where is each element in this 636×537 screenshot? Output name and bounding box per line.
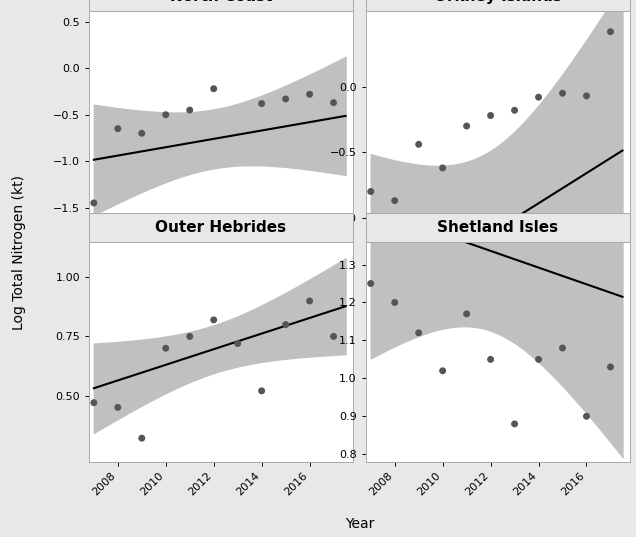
Point (438, 366, 448, 375)
Point (305, 90, 315, 99)
Point (161, 111, 171, 119)
Point (184, 106, 195, 114)
Text: Orkney Islands: Orkney Islands (434, 0, 562, 4)
Point (280, 95, 291, 103)
Point (209, 316, 219, 324)
Text: Shetland Isles: Shetland Isles (437, 220, 558, 235)
FancyBboxPatch shape (89, 0, 353, 11)
FancyBboxPatch shape (89, 213, 353, 242)
Text: Log Total Nitrogen (kt): Log Total Nitrogen (kt) (12, 175, 26, 330)
Point (509, 419, 520, 428)
Point (534, 93, 544, 101)
Point (256, 99, 266, 108)
Point (438, 164, 448, 172)
Point (233, 213, 243, 221)
Point (328, 332, 338, 340)
Point (605, 27, 616, 36)
Point (462, 122, 472, 130)
Point (209, 84, 219, 93)
Point (462, 309, 472, 318)
Point (161, 344, 171, 353)
Point (280, 320, 291, 329)
Text: Outer Hebrides: Outer Hebrides (155, 220, 286, 235)
Point (305, 296, 315, 305)
Point (366, 279, 376, 288)
Point (534, 355, 544, 364)
Point (413, 140, 424, 149)
Point (89, 398, 99, 407)
Point (366, 187, 376, 196)
Text: Year: Year (345, 517, 374, 531)
Point (581, 92, 591, 100)
Point (256, 387, 266, 395)
FancyBboxPatch shape (366, 0, 630, 11)
Point (557, 344, 567, 352)
Point (509, 106, 520, 114)
Point (184, 332, 195, 340)
Point (137, 129, 147, 137)
Point (328, 98, 338, 107)
Point (581, 412, 591, 420)
Point (137, 434, 147, 442)
Point (605, 362, 616, 371)
Point (89, 199, 99, 207)
FancyBboxPatch shape (366, 213, 630, 242)
Point (390, 298, 400, 307)
Point (233, 339, 243, 348)
Point (485, 111, 495, 120)
Point (113, 403, 123, 412)
Point (390, 197, 400, 205)
Text: North Coast: North Coast (170, 0, 272, 4)
Point (413, 329, 424, 337)
Point (557, 89, 567, 98)
Point (485, 355, 495, 364)
Point (113, 125, 123, 133)
